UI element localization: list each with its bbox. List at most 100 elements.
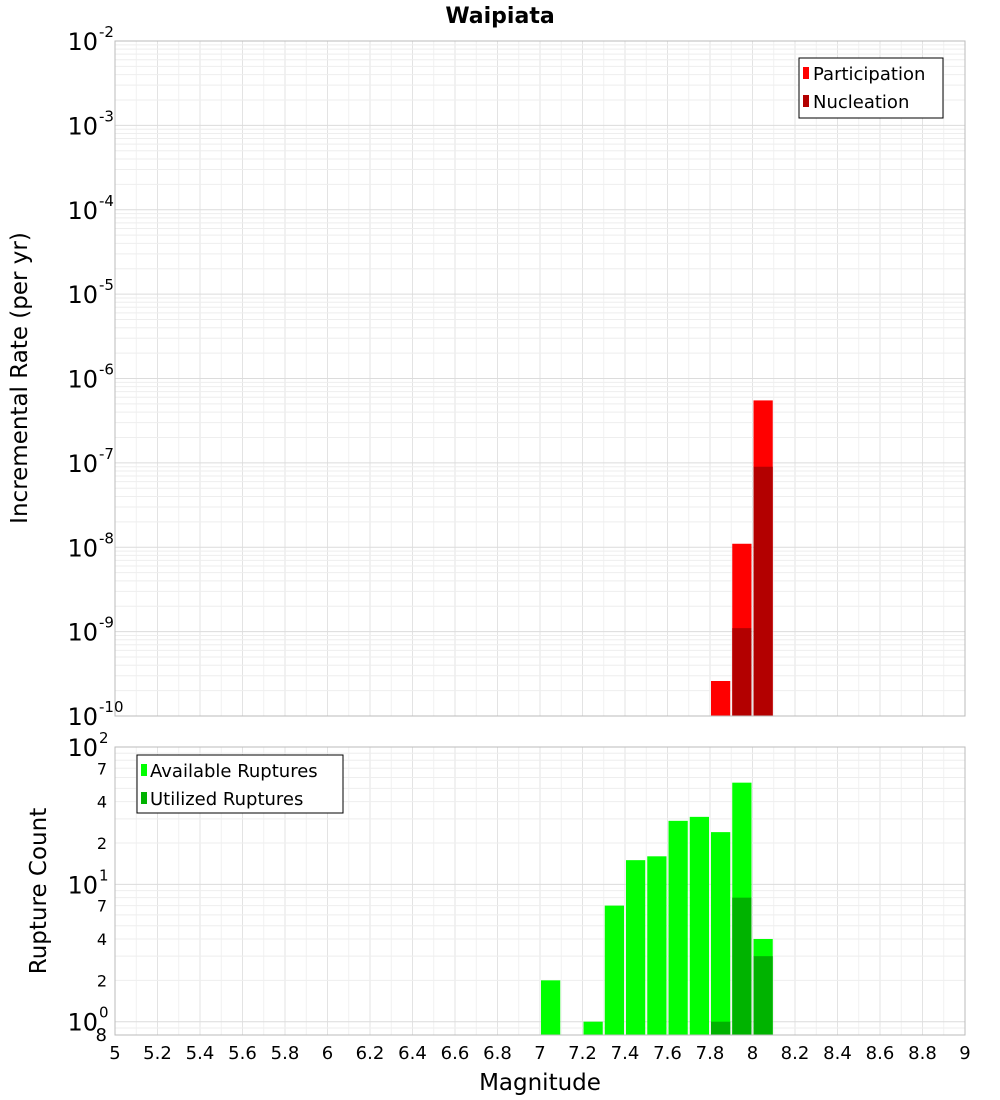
top-y-tick-exponent: -5 — [99, 276, 114, 294]
legend-swatch-utilized — [141, 792, 147, 804]
legend-swatch-participation — [803, 67, 809, 79]
x-tick-label: 5.4 — [186, 1043, 215, 1064]
bottom-y-tick-label: 10 1 — [67, 866, 108, 899]
chart-title: Waipiata — [445, 4, 554, 29]
bar-available-ruptures-m7-85 — [711, 832, 731, 1035]
bottom-y-tick-exponent: 1 — [99, 866, 109, 884]
x-axis-ticks: 5 5.2 5.4 5.6 5.8 6 6.2 6.4 6.6 6.8 7 7.2 7.4 7.6 7.8 8… — [109, 1043, 970, 1064]
top-y-tick-exponent: -4 — [99, 192, 114, 210]
bottom-y-tick-exponent: 2 — [99, 729, 109, 747]
top-y-tick-base: 10 — [67, 703, 98, 731]
bottom-y-tick-exponent: 0 — [99, 1004, 109, 1022]
bottom-y-tick-label: 10 0 — [67, 1004, 108, 1037]
bar-available-ruptures-m7-75 — [689, 816, 709, 1035]
top-y-tick-label: 10 -5 — [67, 276, 114, 309]
top-y-tick-base: 10 — [67, 28, 98, 56]
bottom-y-tick-base: 10 — [67, 734, 98, 762]
bottom-y-tick-base: 10 — [67, 1009, 98, 1037]
top-y-tick-exponent: -7 — [99, 445, 114, 463]
bottom-y-minor-tick-label: 2 — [97, 834, 107, 853]
top-y-tick-exponent: -9 — [99, 614, 114, 632]
bar-available-ruptures-m7-25 — [583, 1021, 603, 1035]
top-y-tick-base: 10 — [67, 534, 98, 562]
bottom-legend: Available Ruptures Utilized Ruptures — [136, 754, 344, 814]
x-tick-label: 6.2 — [356, 1043, 385, 1064]
legend-swatch-nucleation — [803, 95, 809, 107]
top-y-tick-label: 10 -10 — [67, 698, 123, 731]
bar-available-ruptures-m7-05 — [541, 980, 561, 1035]
bottom-y-minor-tick-label: 7 — [97, 759, 107, 778]
bar-utilized-ruptures-m8-05 — [753, 956, 773, 1035]
bar-nucleation-m7-95 — [732, 628, 752, 716]
bar-utilized-ruptures-m7-85 — [711, 1021, 731, 1035]
legend-label-participation: Participation — [813, 64, 925, 85]
top-y-tick-exponent: -8 — [99, 529, 114, 547]
x-tick-label: 7.8 — [696, 1043, 725, 1064]
top-y-tick-label: 10 -2 — [67, 23, 114, 56]
x-tick-label: 8.8 — [908, 1043, 937, 1064]
x-tick-label: 5.8 — [271, 1043, 300, 1064]
x-tick-label: 5.2 — [143, 1043, 172, 1064]
bottom-y-tick-base: 10 — [67, 871, 98, 899]
top-y-tick-exponent: -3 — [99, 107, 114, 125]
bar-available-ruptures-m7-65 — [668, 820, 688, 1035]
bottom-y-tick-label: 10 2 — [67, 729, 108, 762]
x-tick-label: 8.4 — [823, 1043, 852, 1064]
bar-available-ruptures-m7-35 — [604, 905, 624, 1035]
x-axis-label: Magnitude — [479, 1070, 601, 1096]
x-tick-label: 5 — [109, 1043, 120, 1064]
top-y-tick-exponent: -2 — [99, 23, 114, 41]
top-y-tick-label: 10 -4 — [67, 192, 114, 225]
top-y-tick-base: 10 — [67, 366, 98, 394]
x-tick-label: 5.6 — [228, 1043, 257, 1064]
top-y-tick-exponent: -6 — [99, 361, 114, 379]
x-tick-label: 8.6 — [866, 1043, 895, 1064]
bottom-y-minor-tick-label: 4 — [97, 793, 107, 812]
x-tick-label: 7.6 — [653, 1043, 682, 1064]
bottom-y-minor-tick-label: 4 — [97, 930, 107, 949]
legend-label-available: Available Ruptures — [150, 761, 318, 782]
top-plot-area — [114, 40, 966, 717]
bottom-y-minor-tick-label: 7 — [97, 897, 107, 916]
top-y-tick-label: 10 -3 — [67, 107, 114, 140]
legend-label-utilized: Utilized Ruptures — [150, 789, 303, 810]
top-plot-gridlines — [114, 41, 966, 717]
top-plot-bars — [711, 400, 773, 716]
bar-nucleation-m8-05 — [753, 466, 773, 716]
top-y-tick-base: 10 — [67, 281, 98, 309]
x-tick-label: 8 — [747, 1043, 758, 1064]
x-tick-label: 8.2 — [781, 1043, 810, 1064]
bottom-y-minor-tick-label: 8 — [96, 1025, 107, 1046]
top-y-tick-exponent: -10 — [99, 698, 124, 716]
legend-swatch-available — [141, 764, 147, 776]
top-y-axis-ticks: 10-210-310-410-510-610-710-810-910-10 — [67, 23, 123, 731]
x-tick-label: 9 — [959, 1043, 970, 1064]
top-y-tick-label: 10 -7 — [67, 445, 114, 478]
bottom-legend-box — [136, 754, 344, 814]
top-legend-box — [798, 57, 944, 119]
bar-utilized-ruptures-m7-95 — [732, 897, 752, 1035]
top-y-tick-label: 10 -8 — [67, 529, 114, 562]
x-tick-label: 6.4 — [398, 1043, 427, 1064]
bottom-plot-bars — [541, 782, 773, 1035]
x-tick-label: 6.8 — [483, 1043, 512, 1064]
x-tick-label: 7.2 — [568, 1043, 597, 1064]
bar-participation-m7-85 — [711, 680, 731, 716]
top-y-tick-base: 10 — [67, 450, 98, 478]
x-tick-label: 6 — [322, 1043, 333, 1064]
bottom-plot-gridlines — [114, 747, 966, 1036]
top-y-tick-base: 10 — [67, 619, 98, 647]
x-tick-label: 7 — [534, 1043, 545, 1064]
x-tick-label: 7.4 — [611, 1043, 640, 1064]
bottom-y-axis-label: Rupture Count — [26, 808, 52, 974]
legend-label-nucleation: Nucleation — [813, 92, 909, 113]
top-y-axis-label: Incremental Rate (per yr) — [7, 232, 33, 524]
top-y-tick-base: 10 — [67, 112, 98, 140]
top-y-tick-label: 10 -9 — [67, 614, 114, 647]
bottom-y-minor-tick-label: 2 — [97, 971, 107, 990]
top-legend: Participation Nucleation — [798, 57, 944, 119]
top-y-tick-label: 10 -6 — [67, 361, 114, 394]
top-y-tick-base: 10 — [67, 197, 98, 225]
